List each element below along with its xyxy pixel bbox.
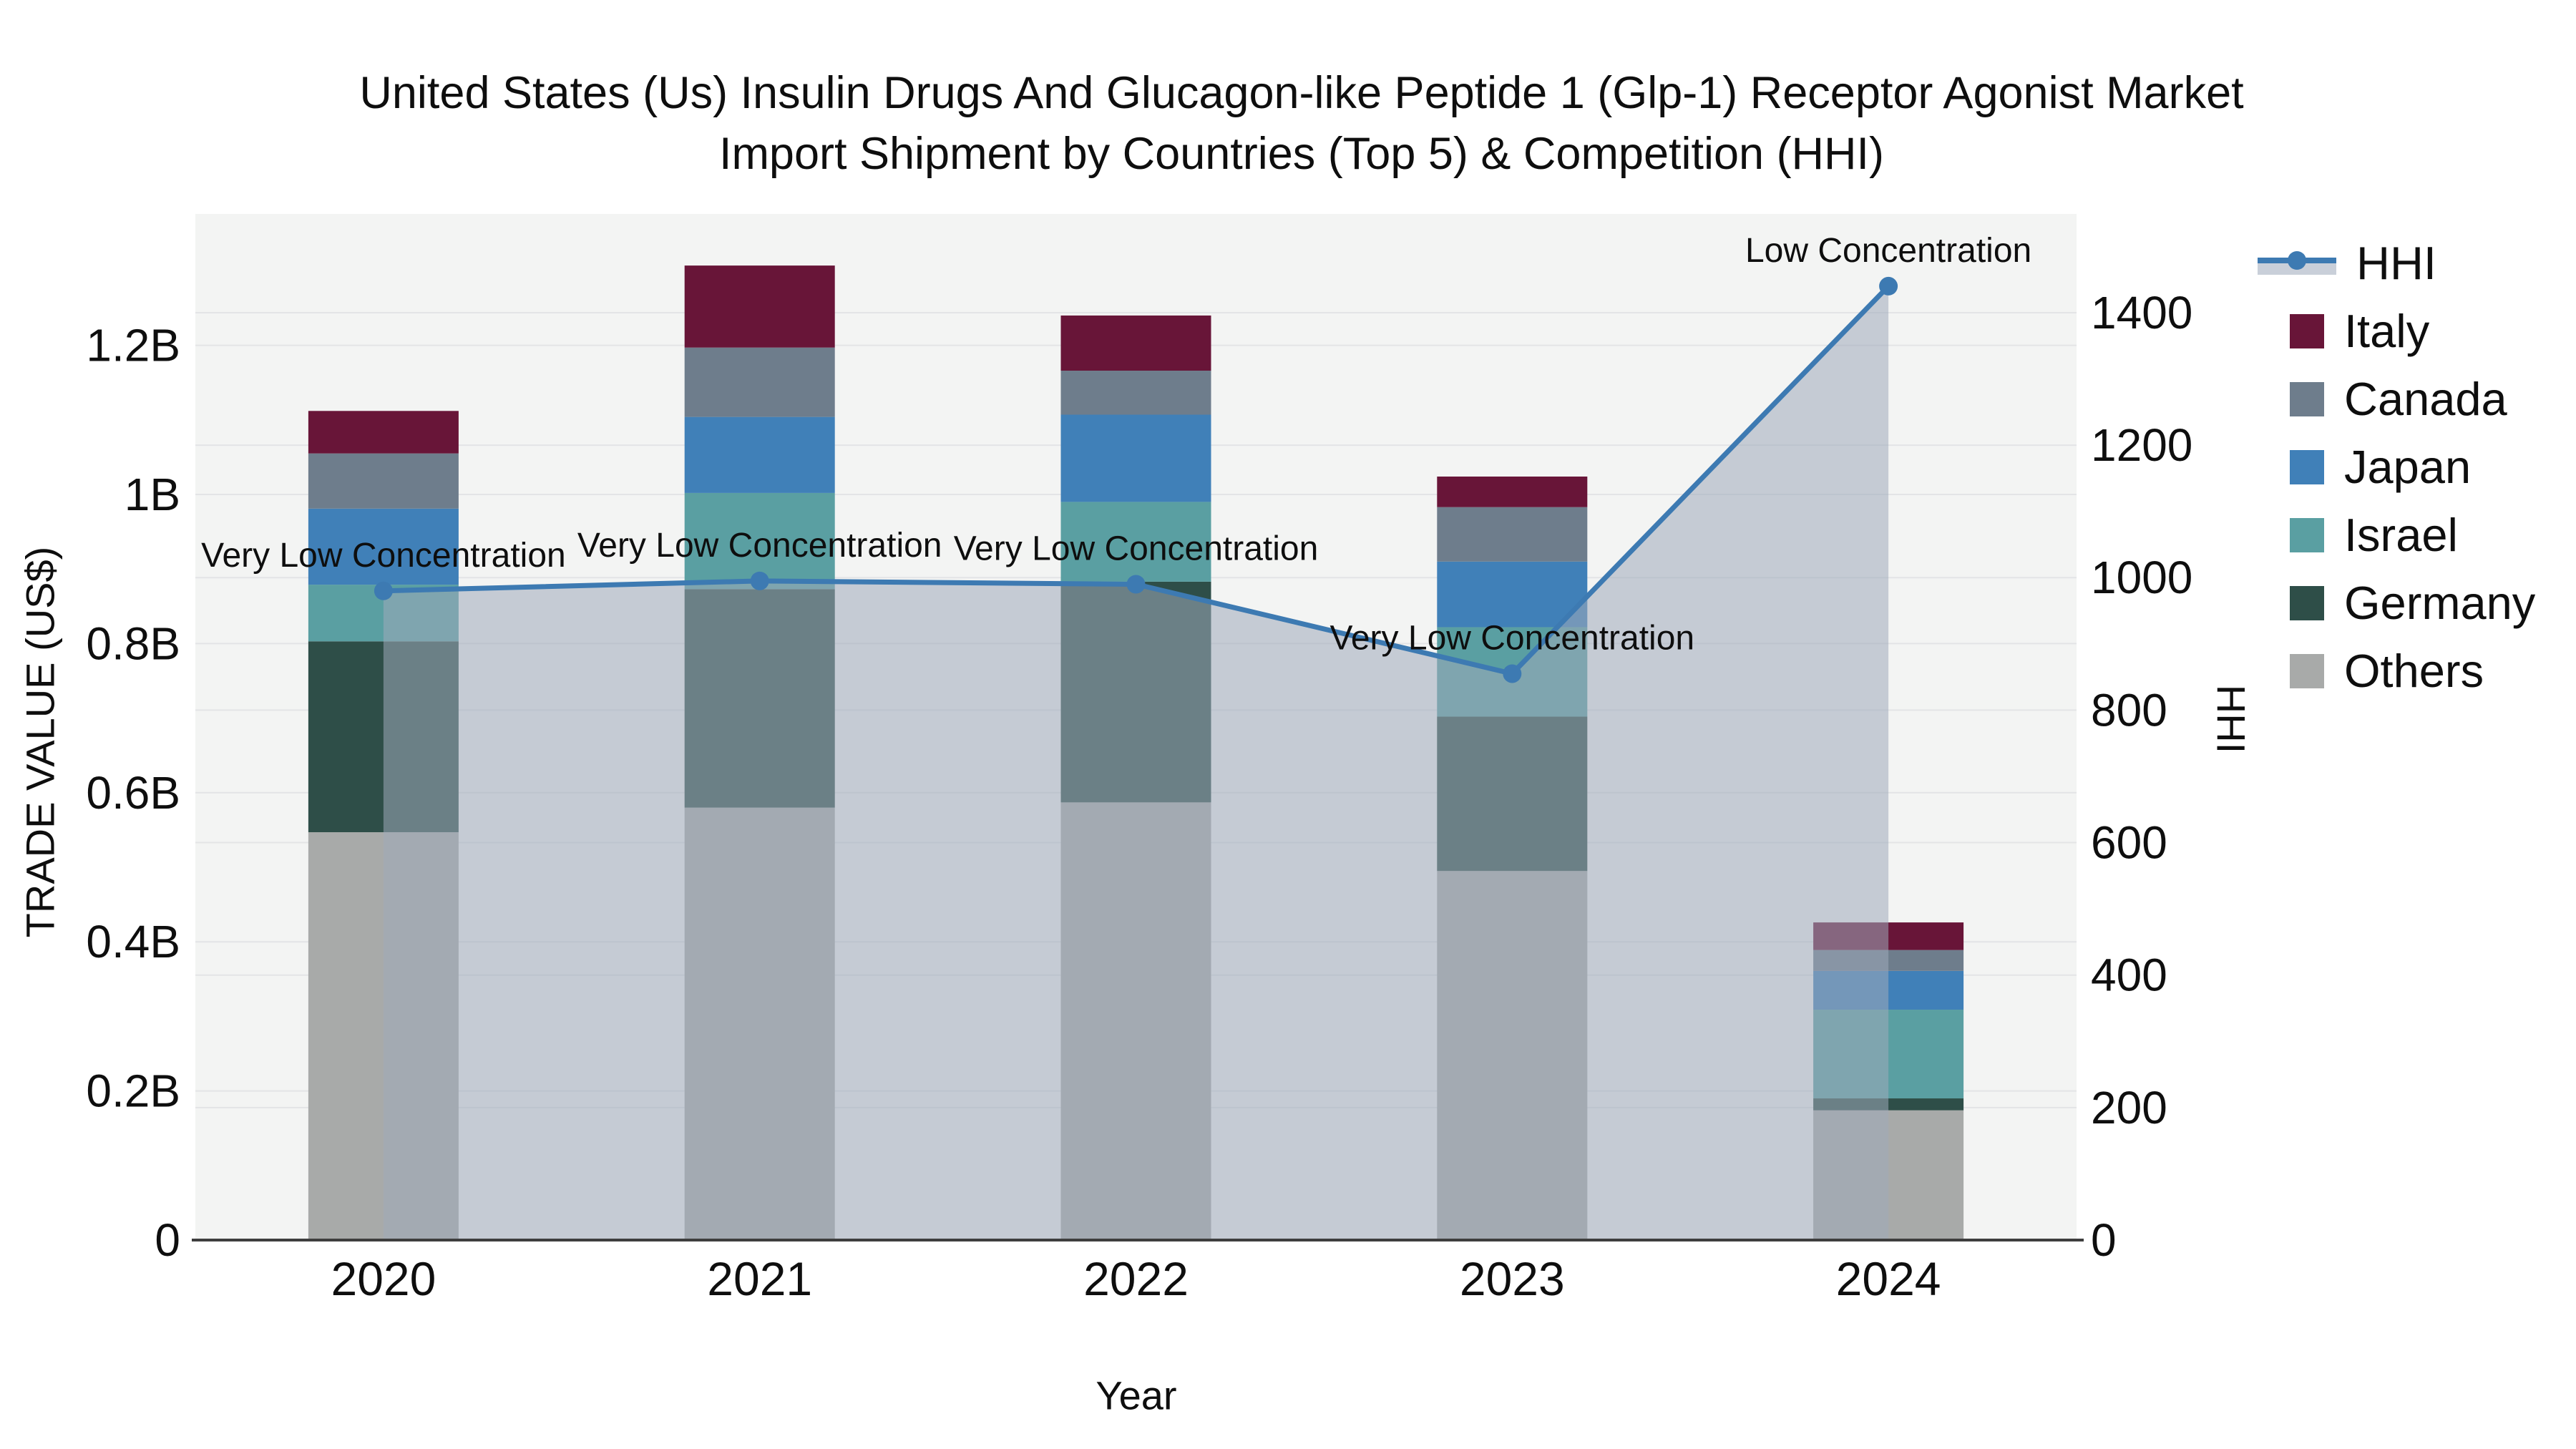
hhi-line-legend-icon (2258, 248, 2336, 279)
x-tick-label-2020: 2020 (331, 1252, 436, 1305)
y-right-axis-title: HHI (2208, 684, 2254, 754)
y-left-tick-label: 0.6B (86, 767, 180, 819)
y-left-tick-label: 1B (125, 469, 180, 520)
hhi-area-fill (383, 286, 1889, 1240)
x-tick-label-2024: 2024 (1836, 1252, 1941, 1305)
bar-segment-italy-2020[interactable] (308, 411, 459, 454)
chart-title: United States (Us) Insulin Drugs And Glu… (157, 63, 2446, 185)
chart-title-line2: Import Shipment by Countries (Top 5) & C… (718, 129, 1885, 179)
annotation-2021: Very Low Concentration (577, 527, 942, 565)
y-right-tick-label: 0 (2091, 1214, 2117, 1266)
bar-segment-canada-2022[interactable] (1060, 371, 1211, 415)
legend-item-israel[interactable]: Israel (2258, 501, 2535, 569)
bar-segment-canada-2023[interactable] (1437, 507, 1588, 562)
bar-segment-canada-2021[interactable] (684, 347, 835, 417)
y-left-axis-title: TRADE VALUE (US$) (17, 546, 63, 938)
legend-item-others[interactable]: Others (2258, 637, 2535, 705)
legend-item-germany[interactable]: Germany (2258, 569, 2535, 637)
y-left-tick-label: 0.4B (86, 916, 180, 967)
italy-swatch-icon (2290, 313, 2324, 348)
legend-item-japan[interactable]: Japan (2258, 433, 2535, 501)
legend-label: Italy (2344, 305, 2430, 357)
hhi-marker-2022[interactable] (1126, 575, 1146, 594)
canada-swatch-icon (2290, 381, 2324, 416)
annotation-2023: Very Low Concentration (1330, 619, 1694, 657)
y-right-tick-label: 1000 (2091, 552, 2192, 603)
japan-swatch-icon (2290, 449, 2324, 484)
y-left-tick-label: 0 (155, 1214, 180, 1266)
chart-title-line1: United States (Us) Insulin Drugs And Glu… (359, 68, 2244, 118)
bar-segment-japan-2021[interactable] (684, 416, 835, 493)
hhi-marker-2024[interactable] (1879, 276, 1898, 296)
bar-segment-israel-2022[interactable] (1060, 502, 1211, 582)
y-left-tick-label: 1.2B (86, 320, 180, 371)
y-left-tick-label: 0.8B (86, 618, 180, 669)
hhi-marker-2020[interactable] (374, 581, 393, 600)
germany-swatch-icon (2290, 585, 2324, 620)
x-tick-label-2022: 2022 (1083, 1252, 1189, 1305)
y-right-tick-label: 1400 (2091, 287, 2192, 338)
bar-segment-japan-2023[interactable] (1437, 561, 1588, 628)
legend-item-canada[interactable]: Canada (2258, 365, 2535, 433)
legend-label: HHI (2356, 237, 2436, 289)
bar-segment-italy-2022[interactable] (1060, 315, 1211, 371)
annotation-2020: Very Low Concentration (201, 537, 566, 575)
legend-label: Others (2344, 645, 2484, 697)
legend-item-italy[interactable]: Italy (2258, 297, 2535, 365)
hhi-marker-2021[interactable] (750, 571, 769, 590)
y-right-tick-label: 400 (2091, 950, 2167, 1001)
legend-label: Japan (2344, 441, 2472, 493)
y-right-tick-label: 600 (2091, 817, 2167, 869)
bar-segment-japan-2020[interactable] (308, 508, 459, 585)
x-tick-label-2023: 2023 (1460, 1252, 1565, 1305)
bar-segment-italy-2021[interactable] (684, 265, 835, 348)
israel-swatch-icon (2290, 517, 2324, 552)
y-right-tick-label: 1200 (2091, 419, 2192, 471)
bar-segment-canada-2020[interactable] (308, 453, 459, 509)
legend-label: Israel (2344, 509, 2458, 561)
legend-item-hhi[interactable]: HHI (2258, 229, 2535, 297)
bar-segment-japan-2022[interactable] (1060, 414, 1211, 502)
y-right-tick-label: 200 (2091, 1082, 2167, 1133)
x-axis-title: Year (1096, 1372, 1177, 1418)
hhi-marker-2023[interactable] (1503, 664, 1522, 683)
others-swatch-icon (2290, 653, 2324, 688)
x-tick-label-2021: 2021 (707, 1252, 812, 1305)
legend-label: Germany (2344, 577, 2536, 629)
y-left-tick-label: 0.2B (86, 1065, 180, 1117)
annotation-2022: Very Low Concentration (954, 530, 1319, 567)
legend-label: Canada (2344, 373, 2507, 425)
annotation-2024: Low Concentration (1745, 232, 2031, 270)
y-right-tick-label: 800 (2091, 684, 2167, 736)
bar-segment-italy-2023[interactable] (1437, 476, 1588, 507)
legend: HHI Italy Canada Japan Israel Germany Others (2258, 229, 2535, 705)
